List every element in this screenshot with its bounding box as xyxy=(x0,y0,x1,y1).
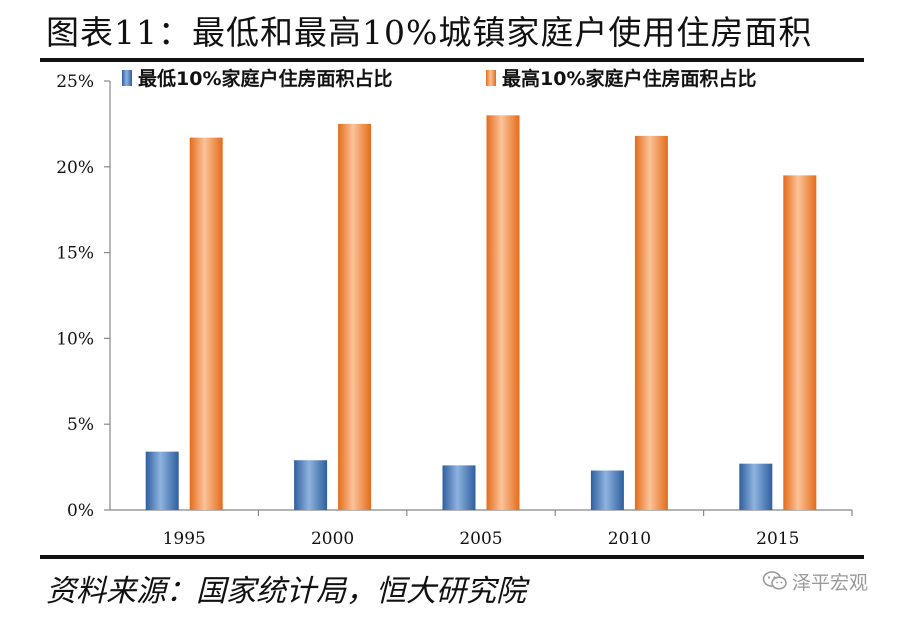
x-tick-label: 1995 xyxy=(163,529,206,549)
y-tick-label: 0% xyxy=(67,501,94,521)
wechat-icon xyxy=(762,571,787,590)
x-tick-label: 2010 xyxy=(608,529,651,549)
bar-high-2000 xyxy=(338,123,372,511)
y-tick-label: 15% xyxy=(56,244,94,264)
axes: 0% 5% 10% 15% 20% 25% 1995 2000 2005 2010 2015 xyxy=(56,72,853,549)
bar-low-2010 xyxy=(590,470,624,510)
legend-low-swatch xyxy=(122,70,132,86)
bar-low-2015 xyxy=(739,463,773,510)
y-tick-label: 10% xyxy=(56,329,94,349)
y-tick-label: 5% xyxy=(67,415,94,435)
legend-low-label: 最低10%家庭户住房面积占比 xyxy=(138,67,392,90)
legend-high-swatch xyxy=(486,70,496,86)
x-tick-label: 2000 xyxy=(311,529,354,549)
bar-high-1995 xyxy=(189,137,223,510)
y-tick-label: 25% xyxy=(56,72,94,92)
bar-high-2015 xyxy=(783,175,817,510)
legend-high-label: 最高10%家庭户住房面积占比 xyxy=(502,67,756,90)
watermark: 泽平宏观 xyxy=(762,566,868,596)
bar-chart: 0% 5% 10% 15% 20% 25% 1995 2000 2005 2010 2015 最低1… xyxy=(56,67,853,549)
chart-title: 图表11：最低和最高10%城镇家庭户使用住房面积 xyxy=(46,13,813,52)
source-note: 资料来源：国家统计局，恒大研究院 xyxy=(46,574,526,609)
bar-low-1995 xyxy=(145,451,179,510)
bar-high-2005 xyxy=(486,115,520,510)
bottom-rule xyxy=(40,555,864,559)
x-tick-label: 2015 xyxy=(756,529,799,549)
bar-high-2010 xyxy=(634,135,668,511)
bars xyxy=(145,115,817,511)
legend: 最低10%家庭户住房面积占比 最高10%家庭户住房面积占比 xyxy=(122,67,756,90)
bar-low-2000 xyxy=(294,460,328,510)
y-tick-label: 20% xyxy=(56,158,94,178)
bar-low-2005 xyxy=(442,465,476,510)
x-tick-label: 2005 xyxy=(459,529,502,549)
top-rule xyxy=(40,58,864,62)
watermark-text: 泽平宏观 xyxy=(792,571,869,594)
